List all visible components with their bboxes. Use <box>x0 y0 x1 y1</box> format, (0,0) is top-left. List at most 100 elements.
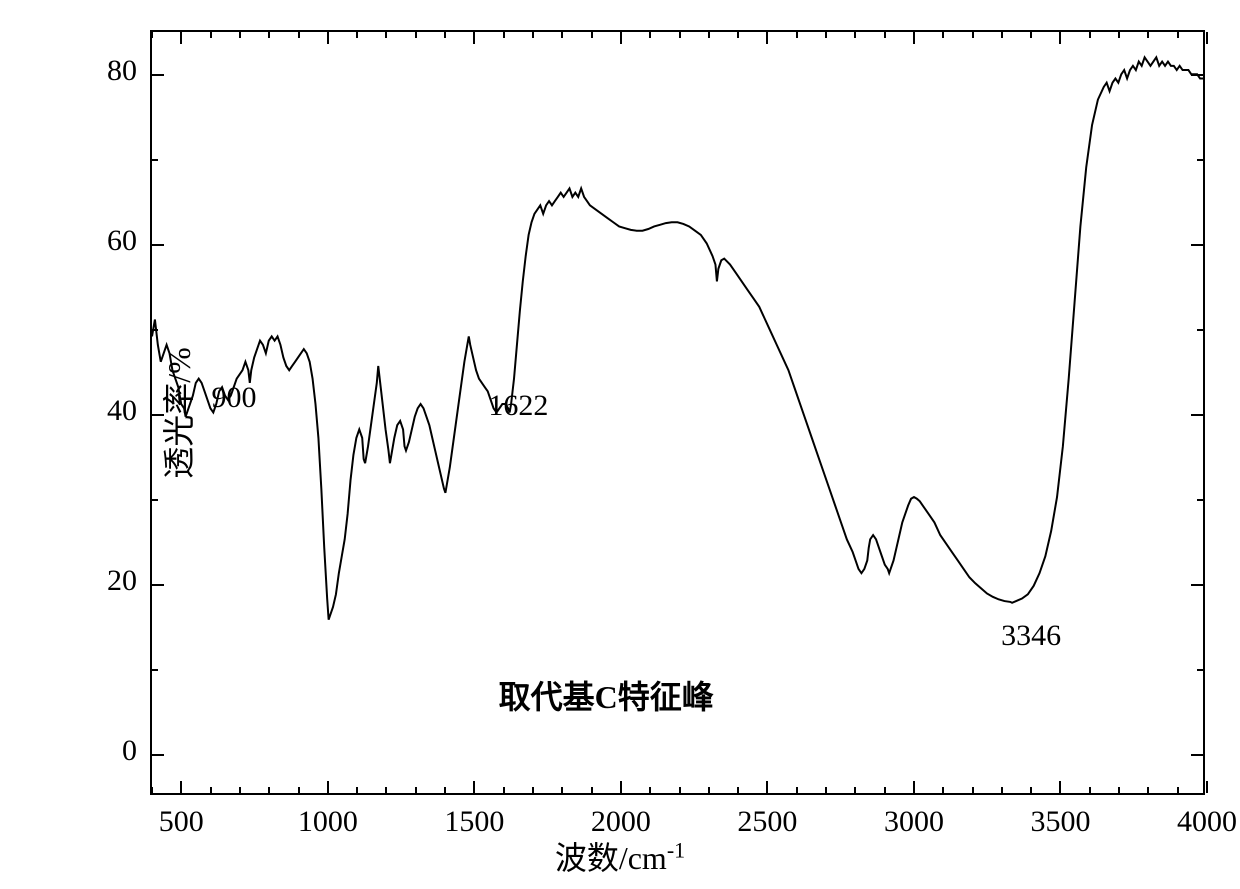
y-tick <box>152 754 164 756</box>
x-tick-minor-top <box>385 32 387 38</box>
x-tick-minor <box>239 787 241 793</box>
x-tick-minor <box>854 787 856 793</box>
x-tick-minor-top <box>151 32 153 38</box>
x-tick-label: 3500 <box>1030 805 1090 839</box>
x-tick-minor-top <box>1118 32 1120 38</box>
x-tick-minor <box>268 787 270 793</box>
x-tick-minor-top <box>854 32 856 38</box>
x-tick-minor <box>796 787 798 793</box>
x-tick-minor-top <box>356 32 358 38</box>
x-tick-minor <box>825 787 827 793</box>
x-tick-minor-top <box>1177 32 1179 38</box>
y-tick-label: 60 <box>107 224 137 258</box>
x-tick-minor-top <box>415 32 417 38</box>
y-tick-right <box>1191 754 1203 756</box>
x-tick-minor-top <box>1147 32 1149 38</box>
x-tick-minor-top <box>561 32 563 38</box>
x-axis-label: 波数/cm-1 <box>555 833 685 879</box>
x-tick-minor <box>649 787 651 793</box>
x-tick-minor-top <box>737 32 739 38</box>
chart-container: 020406080 500100015002000250030003500400… <box>0 0 1240 889</box>
x-tick-top <box>180 32 182 44</box>
x-tick-minor <box>1030 787 1032 793</box>
x-tick <box>1059 781 1061 793</box>
y-tick <box>152 74 164 76</box>
plot-area: 020406080 500100015002000250030003500400… <box>150 30 1205 795</box>
y-tick-label: 40 <box>107 394 137 428</box>
x-tick-minor-top <box>503 32 505 38</box>
x-tick-label: 3000 <box>884 805 944 839</box>
x-tick-minor-top <box>1001 32 1003 38</box>
x-tick-minor <box>884 787 886 793</box>
x-tick-minor-top <box>298 32 300 38</box>
x-tick <box>327 781 329 793</box>
x-tick-top <box>766 32 768 44</box>
x-tick-top <box>1206 32 1208 44</box>
y-tick-minor-right <box>1197 669 1203 671</box>
y-tick <box>152 584 164 586</box>
x-tick-minor-top <box>796 32 798 38</box>
x-tick-minor <box>151 787 153 793</box>
y-tick-minor <box>152 329 158 331</box>
x-tick-top <box>473 32 475 44</box>
x-tick-label: 1500 <box>444 805 504 839</box>
x-tick <box>913 781 915 793</box>
x-tick-top <box>913 32 915 44</box>
x-tick-minor <box>415 787 417 793</box>
x-tick <box>473 781 475 793</box>
x-tick-minor-top <box>649 32 651 38</box>
y-tick-right <box>1191 584 1203 586</box>
x-tick-minor-top <box>210 32 212 38</box>
x-tick-minor <box>532 787 534 793</box>
y-tick-label: 0 <box>122 734 137 768</box>
x-tick-minor <box>972 787 974 793</box>
x-tick-minor <box>591 787 593 793</box>
y-tick-right <box>1191 414 1203 416</box>
x-tick-minor-top <box>972 32 974 38</box>
x-tick-minor-top <box>1030 32 1032 38</box>
y-tick-minor <box>152 669 158 671</box>
y-tick-label: 80 <box>107 54 137 88</box>
x-tick-label: 1000 <box>298 805 358 839</box>
x-tick-minor-top <box>825 32 827 38</box>
x-tick-minor <box>708 787 710 793</box>
x-tick-minor <box>444 787 446 793</box>
x-tick-minor <box>1118 787 1120 793</box>
x-tick-minor <box>298 787 300 793</box>
y-tick-minor-right <box>1197 499 1203 501</box>
y-tick-right <box>1191 244 1203 246</box>
x-tick <box>620 781 622 793</box>
x-tick <box>180 781 182 793</box>
x-tick-minor-top <box>444 32 446 38</box>
x-tick-top <box>620 32 622 44</box>
x-tick-minor <box>385 787 387 793</box>
x-tick-top <box>327 32 329 44</box>
peak-annotation: 1622 <box>488 389 548 423</box>
y-tick-minor <box>152 499 158 501</box>
x-tick-minor <box>561 787 563 793</box>
x-tick-minor-top <box>1089 32 1091 38</box>
peak-annotation: 3346 <box>1001 619 1061 653</box>
x-tick-minor <box>679 787 681 793</box>
y-tick <box>152 244 164 246</box>
x-tick <box>1206 781 1208 793</box>
y-tick-minor <box>152 159 158 161</box>
x-tick-minor-top <box>942 32 944 38</box>
y-tick-right <box>1191 74 1203 76</box>
x-tick-label: 4000 <box>1177 805 1237 839</box>
x-tick-minor <box>1177 787 1179 793</box>
y-axis-label: 透光率/% <box>154 347 200 479</box>
x-tick <box>766 781 768 793</box>
x-tick-minor <box>1147 787 1149 793</box>
y-tick-minor-right <box>1197 329 1203 331</box>
x-tick-minor-top <box>268 32 270 38</box>
x-tick-minor-top <box>239 32 241 38</box>
x-tick-minor <box>737 787 739 793</box>
x-tick-minor <box>1001 787 1003 793</box>
x-tick-minor-top <box>884 32 886 38</box>
x-tick-minor <box>210 787 212 793</box>
x-tick-minor-top <box>532 32 534 38</box>
x-tick-minor <box>942 787 944 793</box>
x-tick-minor-top <box>679 32 681 38</box>
x-tick-top <box>1059 32 1061 44</box>
